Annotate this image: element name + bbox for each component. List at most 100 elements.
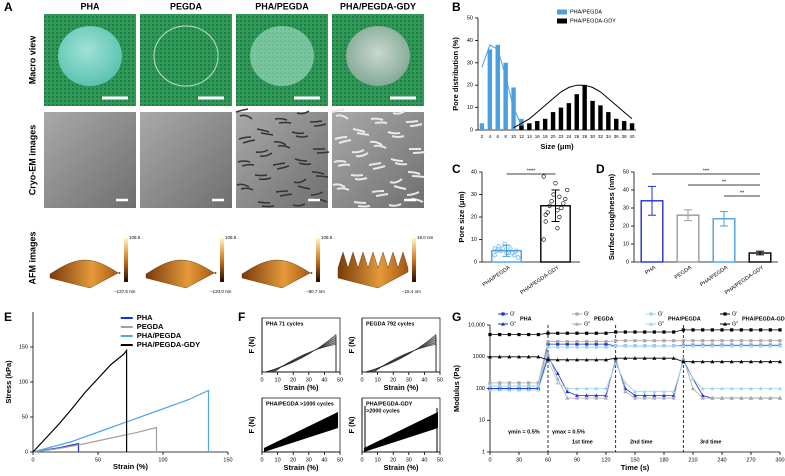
data-point bbox=[506, 250, 511, 256]
data-point bbox=[504, 250, 509, 256]
x-tick-label: 40 bbox=[321, 377, 327, 383]
pore-texture bbox=[242, 139, 256, 144]
pore-texture bbox=[335, 114, 349, 120]
cycle-curve bbox=[372, 342, 437, 373]
marker bbox=[662, 396, 666, 400]
marker bbox=[565, 345, 569, 349]
y-tick-label: 0 bbox=[470, 127, 473, 133]
marker bbox=[710, 386, 715, 391]
marker bbox=[643, 330, 647, 334]
marker bbox=[575, 393, 579, 398]
pore-texture bbox=[351, 149, 365, 154]
x-tick-label: 300 bbox=[775, 457, 784, 463]
error-bar bbox=[756, 250, 764, 256]
pore-texture bbox=[406, 191, 420, 196]
x-tick-label: 20 bbox=[551, 134, 557, 139]
series-line bbox=[32, 389, 210, 453]
row-label: Cryo-EM images bbox=[27, 125, 37, 196]
marker bbox=[623, 330, 627, 334]
marker bbox=[759, 339, 763, 343]
series-line bbox=[32, 348, 128, 453]
marker bbox=[662, 339, 666, 343]
legend-marker bbox=[723, 322, 727, 326]
marker bbox=[575, 357, 579, 362]
y-tick-label: 10 bbox=[467, 105, 473, 111]
marker bbox=[594, 331, 598, 335]
x-tick-label: 40 bbox=[630, 134, 636, 139]
marker bbox=[681, 328, 685, 332]
pore-texture bbox=[315, 175, 329, 178]
data-point bbox=[502, 241, 507, 247]
pore-texture bbox=[357, 205, 371, 208]
marker bbox=[691, 359, 695, 364]
x-tick-label: 40 bbox=[421, 377, 427, 383]
x-tick-label: PHA/PEGDA bbox=[699, 265, 729, 289]
pore-texture bbox=[294, 158, 308, 162]
marker bbox=[565, 396, 570, 400]
afm-image bbox=[236, 212, 328, 304]
legend-swatch bbox=[557, 9, 567, 15]
afm-surface bbox=[145, 259, 217, 289]
x-tick-label: 26 bbox=[574, 134, 580, 139]
marker bbox=[778, 396, 782, 400]
x-tick-label: 4 bbox=[489, 134, 492, 139]
y-tick-label: 0 bbox=[25, 449, 28, 455]
marker bbox=[555, 371, 560, 375]
x-tick-label: 2 bbox=[481, 134, 484, 139]
y-axis-label: Stress (kPa) bbox=[4, 360, 13, 404]
x-tick-label: 30 bbox=[406, 377, 412, 383]
bar bbox=[590, 100, 595, 130]
marker bbox=[720, 359, 724, 364]
pore-texture bbox=[389, 178, 403, 184]
error-bar bbox=[648, 185, 656, 216]
legend-group: PHA bbox=[520, 316, 532, 322]
data-point bbox=[559, 205, 564, 211]
marker bbox=[768, 359, 773, 364]
column-header: PHA/PEGDA bbox=[255, 1, 309, 11]
marker bbox=[643, 344, 647, 348]
afm-colorbar bbox=[124, 238, 128, 282]
marker bbox=[613, 361, 618, 366]
pore-texture bbox=[274, 117, 288, 121]
marker bbox=[594, 393, 599, 398]
pore-texture bbox=[392, 110, 406, 115]
marker bbox=[633, 356, 637, 360]
marker bbox=[778, 386, 782, 391]
pore-texture bbox=[258, 177, 272, 181]
cycle-curve bbox=[364, 334, 437, 373]
pore-texture bbox=[316, 151, 330, 154]
afm-scale-min: −133.0 nm bbox=[210, 289, 232, 294]
marker bbox=[497, 387, 502, 392]
panel-label: F bbox=[238, 310, 245, 324]
y-axis-label: Pore size (μm) bbox=[457, 191, 466, 243]
data-point bbox=[543, 212, 548, 217]
data-point bbox=[541, 174, 546, 179]
pore-texture bbox=[279, 193, 293, 197]
x-tick-label: 8 bbox=[504, 134, 507, 139]
series-line bbox=[490, 345, 780, 387]
data-point bbox=[512, 253, 517, 258]
marker bbox=[488, 387, 492, 392]
marker bbox=[507, 354, 512, 359]
x-tick-label: 0 bbox=[488, 457, 491, 463]
marker bbox=[565, 357, 570, 362]
x-tick-label: 50 bbox=[95, 457, 101, 463]
panel-label: B bbox=[452, 0, 461, 14]
y-tick-label: 10 bbox=[471, 237, 477, 243]
marker bbox=[759, 344, 763, 348]
marker bbox=[575, 386, 579, 391]
x-tick-label: PHA/PEGDA bbox=[482, 265, 512, 289]
x-tick-label: 30 bbox=[406, 457, 412, 463]
data-point bbox=[563, 196, 568, 202]
marker bbox=[526, 354, 531, 359]
y-tick-label: 40 bbox=[467, 38, 473, 44]
marker bbox=[633, 396, 637, 400]
marker bbox=[623, 389, 628, 394]
marker bbox=[759, 328, 763, 332]
marker bbox=[700, 393, 705, 398]
marker bbox=[546, 352, 550, 356]
legend-marker bbox=[501, 312, 505, 316]
x-tick-label: 270 bbox=[746, 457, 755, 463]
marker bbox=[749, 339, 753, 343]
data-point bbox=[516, 255, 521, 260]
